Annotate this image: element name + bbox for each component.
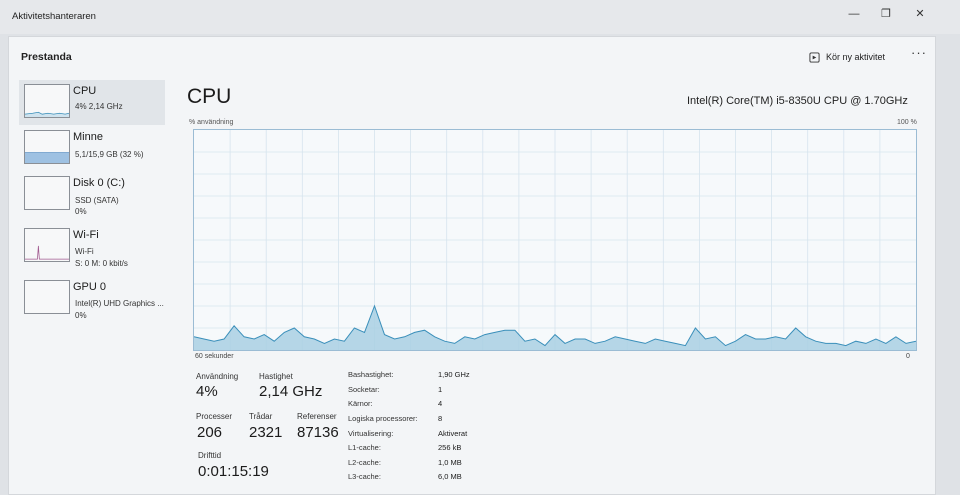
detail-value: 1,90 GHz — [438, 370, 470, 379]
sidebar-item-label: CPU — [73, 85, 97, 97]
run-task-icon — [809, 51, 820, 63]
sidebar-item-disk[interactable]: Disk 0 (C:) SSD (SATA) 0% — [19, 172, 165, 217]
sidebar-item-wifi[interactable]: Wi-Fi Wi-Fi S: 0 M: 0 kbit/s — [19, 224, 165, 269]
handles-label: Referenser — [297, 412, 337, 421]
wifi-thumbnail-graph — [24, 228, 70, 262]
new-task-label: Kör ny aktivitet — [826, 52, 886, 62]
threads-label: Trådar — [249, 412, 273, 421]
uptime-value: 0:01:15:19 — [198, 463, 269, 480]
new-task-button[interactable]: Kör ny aktivitet — [809, 49, 885, 65]
graph-y-max: 100 % — [897, 119, 917, 126]
detail-value: 256 kB — [438, 443, 462, 452]
close-button[interactable]: ✕ — [915, 8, 925, 20]
cpu-usage-graph — [193, 129, 917, 351]
maximize-button[interactable]: ❐ — [881, 8, 891, 20]
detail-label: Socketar: — [348, 385, 380, 394]
sidebar-item-detail: 5,1/15,9 GB (32 %) — [75, 150, 144, 159]
usage-area — [194, 306, 916, 350]
disk-thumbnail-graph — [24, 176, 70, 210]
detail-value: 6,0 MB — [438, 472, 462, 481]
usage-line — [194, 304, 916, 347]
main-window: Prestanda Kör ny aktivitet ··· CPU 4% 2,… — [8, 36, 936, 495]
more-options-button[interactable]: ··· — [911, 45, 927, 60]
graph-x-left: 60 sekunder — [195, 353, 234, 360]
cpu-model-name: Intel(R) Core(TM) i5-8350U CPU @ 1.70GHz — [687, 95, 908, 107]
sidebar-item-detail: SSD (SATA) — [75, 196, 119, 205]
sidebar-item-memory[interactable]: Minne 5,1/15,9 GB (32 %) — [19, 126, 165, 171]
memory-thumbnail-graph — [24, 130, 70, 164]
page-header: Prestanda Kör ny aktivitet ··· — [9, 37, 935, 75]
sidebar-item-label: Wi-Fi — [73, 229, 99, 241]
sidebar-item-gpu[interactable]: GPU 0 Intel(R) UHD Graphics ... 0% — [19, 276, 165, 321]
sidebar-item-label: GPU 0 — [73, 281, 107, 293]
sidebar-item-detail: Intel(R) UHD Graphics ... — [75, 299, 164, 308]
detail-label: L3-cache: — [348, 472, 381, 481]
detail-value: 4 — [438, 399, 443, 408]
detail-value: Aktiverat — [438, 429, 468, 438]
sidebar-item-detail: 0% — [75, 207, 87, 216]
sidebar-item-label: Disk 0 (C:) — [73, 177, 125, 189]
app-title: Aktivitetshanteraren — [12, 11, 96, 22]
graph-x-right: 0 — [906, 353, 910, 360]
cpu-heading: CPU — [187, 85, 232, 108]
cpu-thumbnail-graph — [24, 84, 70, 118]
detail-value: 8 — [438, 414, 443, 423]
page-title: Prestanda — [21, 51, 72, 63]
usage-label: Användning — [196, 372, 239, 381]
detail-label: Bashastighet: — [348, 370, 394, 379]
detail-label: Logiska processorer: — [348, 414, 418, 423]
processes-label: Processer — [196, 412, 233, 421]
sidebar-item-detail: Wi-Fi — [75, 247, 94, 256]
sidebar-item-detail: 0% — [75, 311, 87, 320]
sidebar-item-detail: 4% 2,14 GHz — [75, 102, 123, 111]
detail-label: Kärnor: — [348, 399, 373, 408]
graph-y-label: % användning — [189, 119, 234, 126]
detail-value: 1 — [438, 385, 443, 394]
processes-value: 206 — [197, 424, 223, 441]
threads-value: 2321 — [249, 424, 283, 441]
title-bar: Aktivitetshanteraren — ❐ ✕ — [0, 0, 960, 34]
sidebar-item-cpu[interactable]: CPU 4% 2,14 GHz — [19, 80, 165, 125]
usage-value: 4% — [196, 383, 218, 400]
detail-value: 1,0 MB — [438, 458, 462, 467]
handles-value: 87136 — [297, 424, 339, 441]
detail-label: L2-cache: — [348, 458, 381, 467]
detail-label: L1-cache: — [348, 443, 381, 452]
sidebar-item-detail: S: 0 M: 0 kbit/s — [75, 259, 128, 268]
detail-label: Virtualisering: — [348, 429, 394, 438]
uptime-label: Drifttid — [198, 451, 222, 460]
minimize-button[interactable]: — — [848, 8, 860, 20]
speed-value: 2,14 GHz — [259, 383, 323, 400]
speed-label: Hastighet — [259, 372, 293, 381]
sidebar-item-label: Minne — [73, 131, 103, 143]
gpu-thumbnail-graph — [24, 280, 70, 314]
